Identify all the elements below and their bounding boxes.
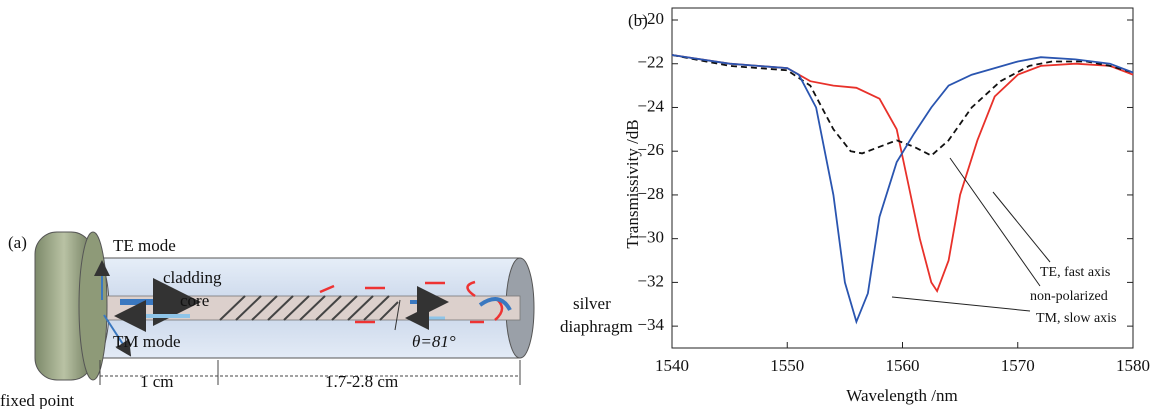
label: silver (573, 294, 611, 313)
label: TE mode (113, 236, 176, 255)
x-tick-label: 1550 (770, 356, 804, 375)
y-tick-label: −26 (637, 140, 664, 159)
panel-label: (a) (8, 233, 27, 252)
x-tick-label: 1580 (1116, 356, 1150, 375)
x-axis-label: Wavelength /nm (846, 386, 957, 405)
y-tick-label: −34 (637, 315, 664, 334)
label: core (180, 291, 209, 310)
fiber-drawing (34, 231, 535, 385)
y-tick-label: −22 (637, 53, 664, 72)
y-tick-label: −32 (637, 271, 664, 290)
annotation: TE, fast axis (1040, 265, 1110, 280)
leader-line (949, 157, 1041, 287)
y-axis-label: Transmissivity /dB (623, 119, 642, 248)
label: 1 cm (140, 372, 174, 391)
leader-line (891, 296, 1031, 312)
label: diaphragm (560, 317, 633, 336)
x-tick-label: 1560 (886, 356, 920, 375)
label: fixed point (0, 391, 74, 409)
y-tick-label: −20 (637, 9, 664, 28)
leader-line (992, 191, 1051, 263)
y-tick-label: −28 (637, 184, 664, 203)
label: θ=81° (412, 332, 456, 351)
series-line (671, 54, 1134, 294)
x-tick-label: 1540 (655, 356, 689, 375)
series-line (671, 54, 1134, 325)
y-tick-label: −24 (637, 96, 664, 115)
y-tick-label: −30 (637, 228, 664, 247)
panel-label: (b) (628, 11, 648, 30)
annotation: non-polarized (1030, 289, 1108, 304)
label: 1.7-2.8 cm (325, 372, 398, 391)
annotation: TM, slow axis (1036, 311, 1117, 326)
label: cladding (163, 268, 222, 287)
label: TM mode (113, 332, 181, 351)
series-line (671, 54, 1134, 157)
x-tick-label: 1570 (1001, 356, 1035, 375)
